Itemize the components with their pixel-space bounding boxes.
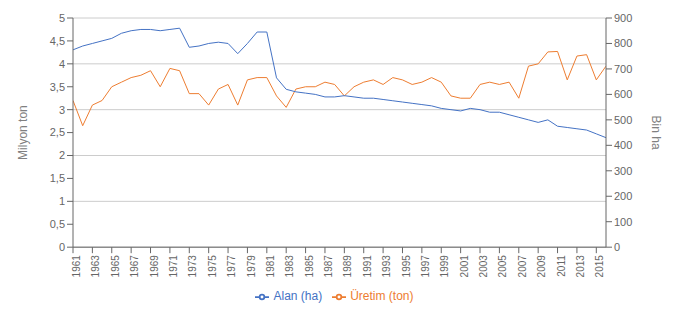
svg-text:0,5: 0,5 [50, 218, 65, 230]
svg-text:2011: 2011 [556, 255, 567, 277]
svg-text:0: 0 [614, 241, 620, 253]
svg-text:1975: 1975 [207, 255, 218, 278]
svg-text:1991: 1991 [362, 255, 373, 278]
svg-text:900: 900 [614, 12, 632, 24]
svg-text:200: 200 [614, 190, 632, 202]
svg-text:2001: 2001 [459, 255, 470, 278]
svg-text:0: 0 [59, 241, 65, 253]
svg-text:1: 1 [59, 195, 65, 207]
svg-text:4,5: 4,5 [50, 35, 65, 47]
svg-text:1993: 1993 [381, 255, 392, 278]
svg-text:Bin ha: Bin ha [649, 116, 663, 150]
svg-text:800: 800 [614, 37, 632, 49]
svg-text:1981: 1981 [265, 255, 276, 278]
svg-text:2007: 2007 [517, 255, 528, 278]
html-text:Üretim (ton): Üretim (ton) [350, 289, 414, 304]
svg-text:1967: 1967 [129, 255, 140, 278]
svg-text:1999: 1999 [439, 255, 450, 278]
svg-text:600: 600 [614, 88, 632, 100]
svg-text:1977: 1977 [226, 255, 237, 278]
svg-text:2003: 2003 [478, 255, 489, 278]
svg-text:1985: 1985 [304, 255, 315, 278]
html-text:Alan (ha): Alan (ha) [273, 289, 323, 304]
svg-text:2005: 2005 [498, 255, 509, 278]
svg-text:2,5: 2,5 [50, 126, 65, 138]
svg-text:1979: 1979 [246, 255, 257, 278]
svg-text:1969: 1969 [149, 255, 160, 278]
svg-text:700: 700 [614, 63, 632, 75]
svg-text:4: 4 [59, 58, 65, 70]
svg-text:1961: 1961 [71, 255, 82, 278]
svg-text:2009: 2009 [536, 255, 547, 278]
svg-text:5: 5 [59, 12, 65, 24]
svg-text:400: 400 [614, 139, 632, 151]
svg-text:100: 100 [614, 216, 632, 228]
svg-text:1995: 1995 [401, 255, 412, 278]
svg-text:1971: 1971 [168, 255, 179, 278]
svg-text:2013: 2013 [575, 255, 586, 278]
svg-text:1973: 1973 [187, 255, 198, 278]
svg-text:500: 500 [614, 114, 632, 126]
svg-text:300: 300 [614, 165, 632, 177]
svg-text:Milyon ton: Milyon ton [16, 105, 30, 160]
svg-text:1987: 1987 [323, 255, 334, 278]
svg-text:1989: 1989 [342, 255, 353, 278]
svg-text:1997: 1997 [420, 255, 431, 278]
svg-text:3,5: 3,5 [50, 81, 65, 93]
svg-text:3: 3 [59, 104, 65, 116]
svg-text:2015: 2015 [594, 255, 605, 278]
svg-text:1963: 1963 [90, 255, 101, 278]
svg-text:1965: 1965 [110, 255, 121, 278]
svg-text:2: 2 [59, 149, 65, 161]
svg-text:1983: 1983 [284, 255, 295, 278]
svg-text:1,5: 1,5 [50, 172, 65, 184]
